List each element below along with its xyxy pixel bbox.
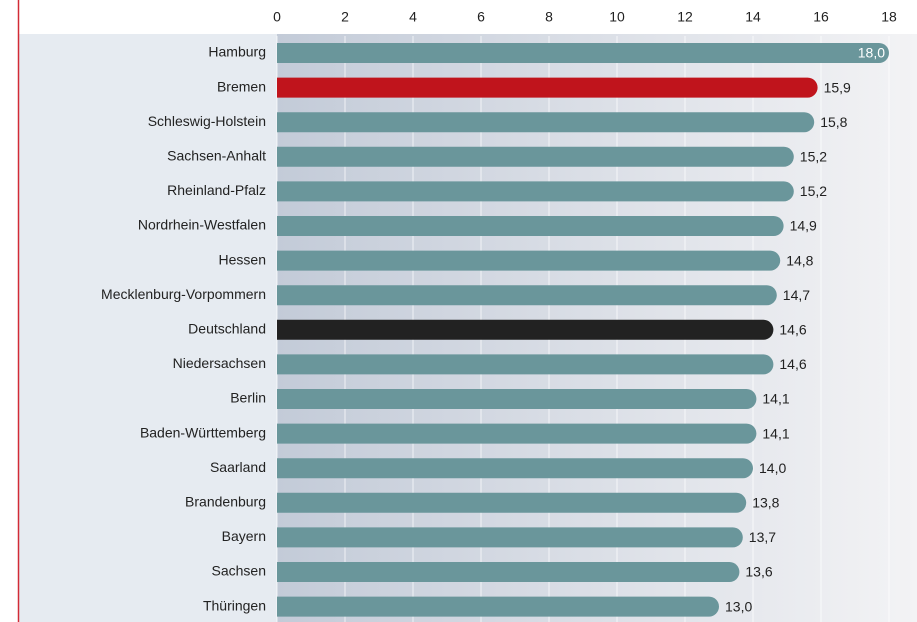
x-tick-label: 16 — [813, 9, 829, 25]
value-label: 13,0 — [725, 598, 752, 614]
label-panel — [18, 34, 277, 622]
value-label: 14,7 — [783, 287, 810, 303]
y-tick-label: Bremen — [217, 78, 266, 94]
bar — [277, 216, 784, 236]
bar — [277, 354, 774, 375]
y-tick-label: Rheinland-Pfalz — [167, 182, 266, 198]
value-label: 14,8 — [786, 252, 813, 268]
x-tick-label: 12 — [677, 9, 693, 25]
bar — [277, 458, 753, 479]
x-tick-label: 8 — [545, 9, 553, 25]
value-label: 15,9 — [824, 79, 851, 95]
bar — [277, 423, 757, 444]
y-tick-label: Mecklenburg-Vorpommern — [101, 286, 266, 302]
value-label: 14,9 — [790, 218, 817, 234]
value-label: 14,0 — [759, 460, 786, 476]
bar — [277, 77, 818, 98]
value-label: 15,2 — [800, 149, 827, 165]
y-tick-label: Brandenburg — [185, 494, 266, 510]
y-tick-label: Nordrhein-Westfalen — [138, 217, 266, 233]
y-tick-label: Berlin — [230, 390, 266, 406]
value-label: 13,6 — [745, 564, 772, 580]
value-label: 15,8 — [820, 114, 847, 130]
y-tick-label: Schleswig-Holstein — [148, 113, 266, 129]
bar — [277, 389, 757, 409]
x-tick-label: 0 — [273, 9, 281, 25]
value-label: 14,6 — [779, 356, 806, 372]
bar — [277, 596, 719, 617]
y-tick-label: Deutschland — [188, 321, 266, 337]
x-tick-label: 2 — [341, 9, 349, 25]
y-tick-label: Bayern — [222, 528, 266, 544]
bar — [277, 492, 747, 513]
bar — [277, 112, 815, 133]
bar — [277, 250, 781, 271]
bar — [277, 43, 889, 63]
y-tick-label: Thüringen — [203, 597, 266, 613]
x-tick-label: 10 — [609, 9, 625, 25]
value-label: 14,1 — [762, 391, 789, 407]
y-tick-label: Hamburg — [208, 44, 266, 60]
y-tick-label: Sachsen — [212, 563, 266, 579]
y-tick-label: Niedersachsen — [173, 355, 266, 371]
value-label: 13,8 — [752, 495, 779, 511]
y-tick-label: Saarland — [210, 459, 266, 475]
x-tick-label: 4 — [409, 9, 417, 25]
value-label: 14,1 — [762, 425, 789, 441]
bar — [277, 181, 794, 202]
bar — [277, 319, 774, 340]
x-tick-label: 14 — [745, 9, 761, 25]
bar — [277, 527, 743, 548]
y-tick-label: Hessen — [219, 251, 266, 267]
bar — [277, 285, 777, 306]
bar — [277, 562, 740, 582]
y-tick-label: Baden-Württemberg — [140, 424, 266, 440]
value-label: 15,2 — [800, 183, 827, 199]
bar — [277, 146, 794, 167]
value-label: 18,0 — [858, 45, 885, 61]
x-tick-label: 18 — [881, 9, 897, 25]
value-label: 14,6 — [779, 322, 806, 338]
x-tick-label: 6 — [477, 9, 485, 25]
value-label: 13,7 — [749, 529, 776, 545]
y-tick-label: Sachsen-Anhalt — [167, 148, 266, 164]
